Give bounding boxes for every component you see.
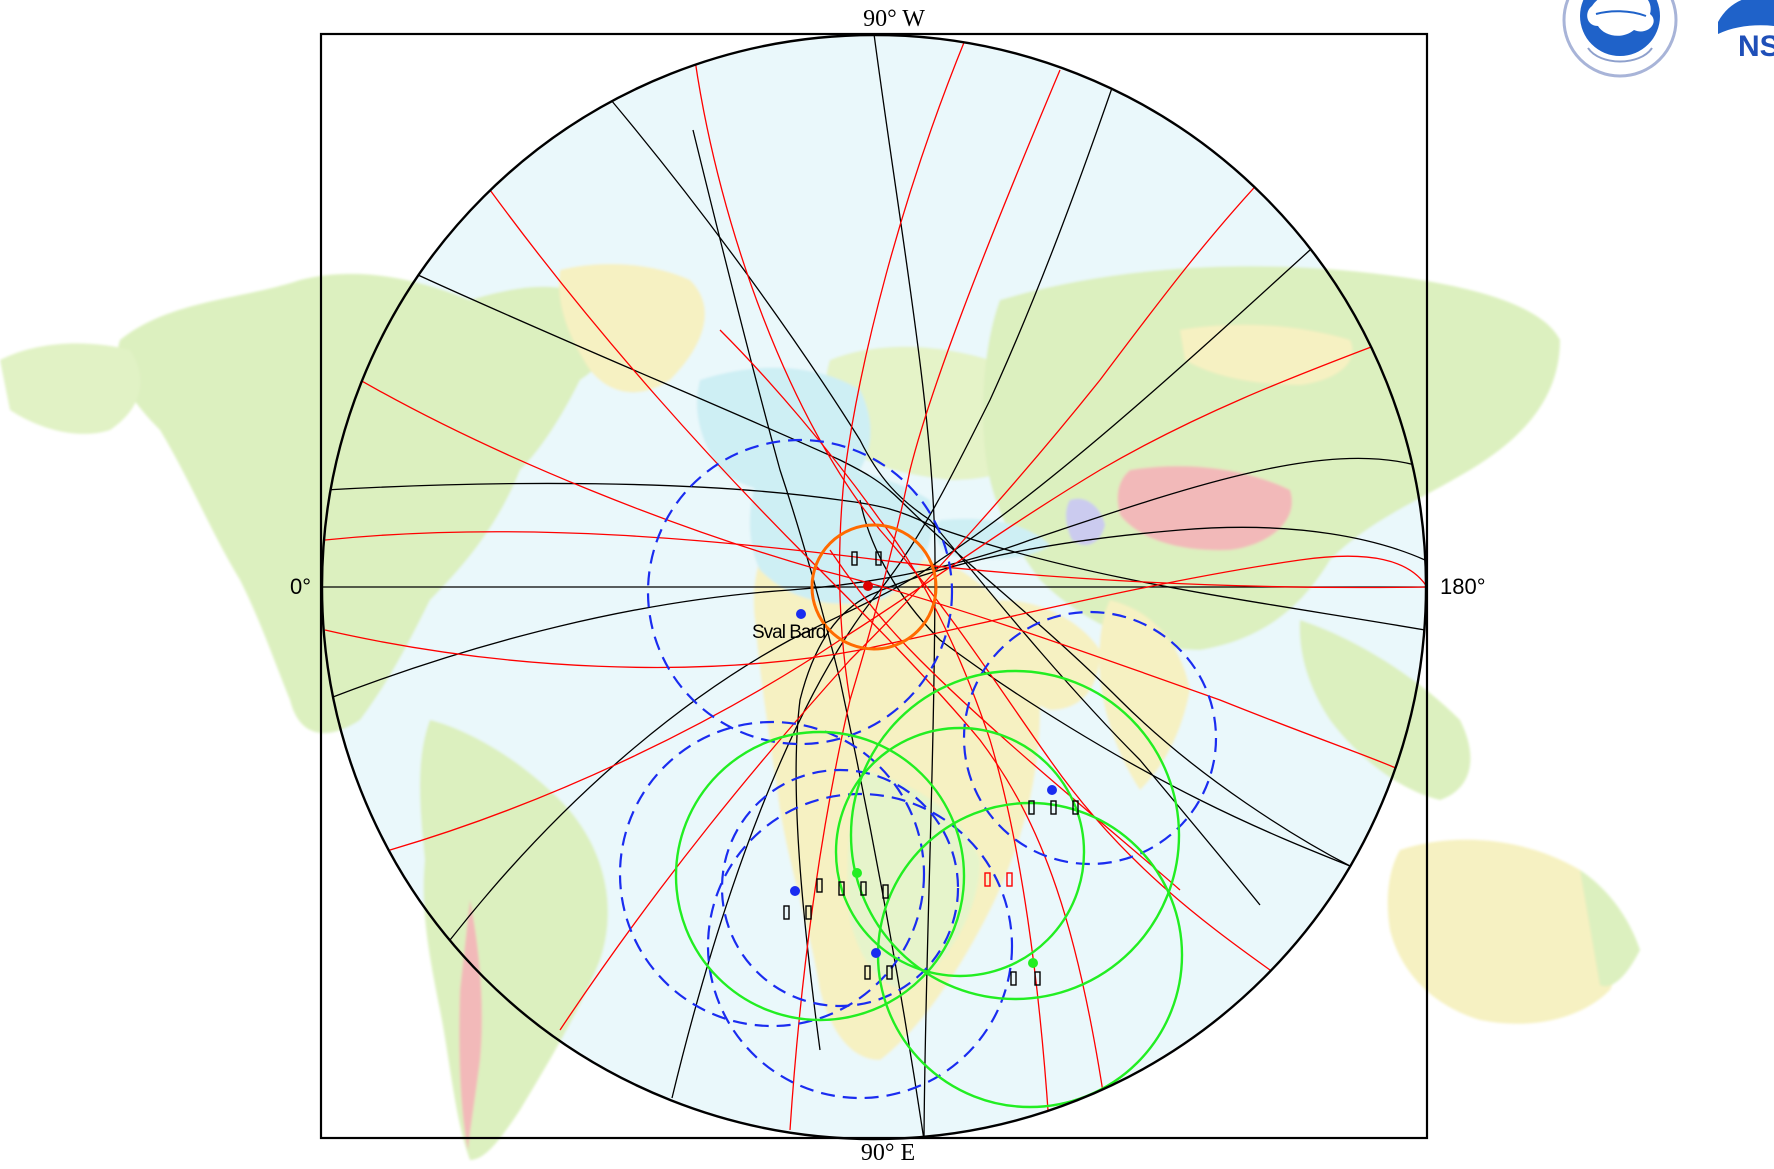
alaska-land [0,343,141,434]
meridian-black-10 [859,499,1351,867]
label-left-0: 0° [290,574,311,599]
red-arc-5 [324,555,1426,669]
glyph-box-red [984,872,991,887]
glyph-box [1034,971,1041,986]
dashed-ring-east-africa [962,610,1218,866]
glyph-box [1010,971,1017,986]
glyph-box [864,965,871,980]
meridian-black-3 [417,274,1351,867]
meridian-black-2 [610,99,1261,906]
glyph-box [886,965,893,980]
marker-east-africa [1047,785,1057,795]
station-markers [790,581,1057,968]
red-arc-2 [838,39,966,701]
glyph-box [1028,800,1035,815]
green-rings [674,669,1184,1109]
meridian-black-7 [671,87,1113,1099]
meridian-black-5 [324,457,1416,701]
red-arc-3 [489,189,1111,1139]
inner-light-sea [696,367,871,495]
red-arc-9 [719,329,1051,1139]
glyph-box-red [1006,872,1013,887]
glyph-box [816,878,823,893]
red-arc-8 [789,69,1061,1131]
red-arc-7 [559,149,1291,1031]
marker-pole-center [863,581,873,591]
glyph-box [1050,800,1057,815]
siberia-highland [1180,324,1353,385]
glyph-box [805,905,812,920]
orange-oval [810,523,938,651]
marker-south-east [1028,958,1038,968]
australia-land [1387,839,1620,1024]
tibet-highland [1117,466,1292,551]
north-america-land [117,273,615,734]
horizon-circle [320,33,1428,1141]
dashed-ring-left [618,720,926,1028]
green-ring-4 [834,726,1086,978]
marker-central-south-left [790,886,800,896]
label-bottom-90e: 90° E [861,1140,915,1166]
glyph-box [851,551,858,566]
asia-land [983,266,1560,650]
glyph-box [860,881,867,896]
label-svalbard: Sval Bard [752,622,826,643]
africa-south [847,770,980,990]
world-map-background [0,35,1640,1160]
dashed-ring-center [706,792,1014,1100]
nsmc-logo-text: NS [1738,30,1774,63]
red-arc-4 [359,379,1401,771]
glyph-box [882,884,889,899]
marker-central-south-mid [852,868,862,878]
cma-logo [1562,0,1678,78]
red-arc-1 [694,59,1271,971]
red-arc-11 [829,549,1181,891]
greenland-land [559,264,705,393]
green-ring-2 [849,669,1181,1001]
glyph-box [838,881,845,896]
label-top-90w: 90° W [863,6,925,32]
meridian-black-4 [324,482,1426,631]
marker-south-center [871,948,881,958]
dashed-ring-svalbard [646,438,954,746]
nsmc-logo: NS [1718,0,1774,63]
glyph-box [783,905,790,920]
dashed-ring-inner [720,768,960,1008]
glyph-box [875,551,882,566]
blue-dashed-rings [618,438,1218,1100]
green-ring-1 [674,730,966,1022]
label-right-180: 180° [1440,574,1486,599]
glyph-box [1072,800,1079,815]
australia-coast [1580,870,1640,987]
andes-highland [459,900,482,1150]
red-arc-10 [324,531,1426,589]
meridian-black-9 [795,526,1426,1051]
marker-svalbard [796,609,806,619]
glyph-labels [783,551,1079,986]
meridian-black-8 [692,129,925,1139]
